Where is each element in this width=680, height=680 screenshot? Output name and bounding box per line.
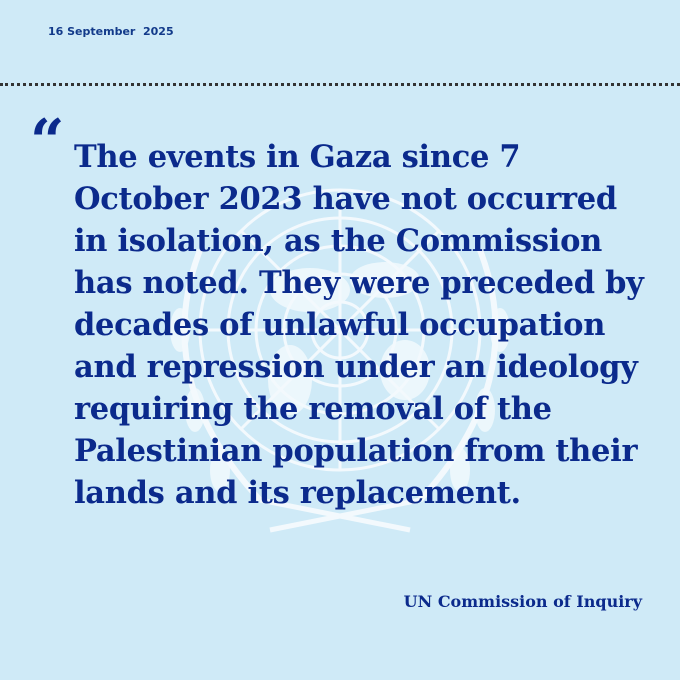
quote-text: The events in Gaza since 7 October 2023 … <box>74 136 644 514</box>
un-emblem-watermark-icon <box>170 188 510 533</box>
quote-line: decades of unlawful occupation <box>74 307 606 343</box>
quote-line: The events in Gaza since 7 <box>74 139 521 175</box>
quote-line: requiring the removal of the <box>74 391 552 427</box>
quote-line: and repression under an ideology <box>74 349 638 385</box>
quote-line: lands and its replacement. <box>74 475 521 511</box>
quote-line: October 2023 have not occurred <box>74 181 617 217</box>
quote-line: Palestinian population from their <box>74 433 638 469</box>
quote-line: in isolation, as the Commission <box>74 223 602 259</box>
date-label: 16 September 2025 <box>48 25 174 38</box>
dotted-divider <box>0 83 680 86</box>
quote-line: has noted. They were preceded by <box>74 265 644 301</box>
attribution: UN Commission of Inquiry <box>403 592 642 611</box>
quotation-mark-icon: “ <box>30 107 65 177</box>
